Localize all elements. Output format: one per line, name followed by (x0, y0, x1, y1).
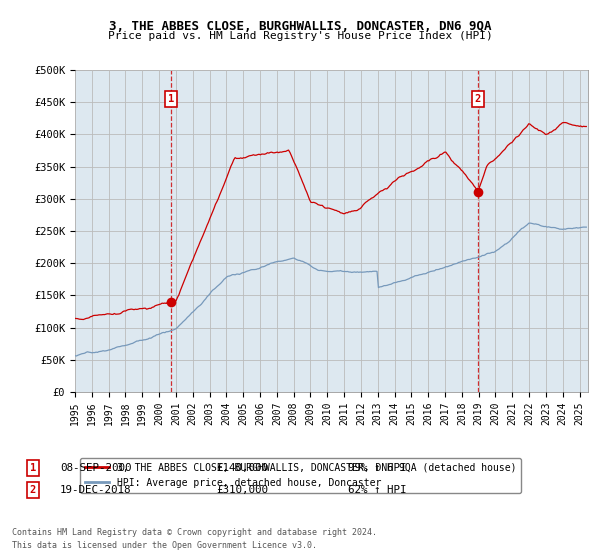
Text: 08-SEP-2000: 08-SEP-2000 (60, 463, 131, 473)
Text: 2: 2 (30, 485, 36, 495)
Text: 99% ↑ HPI: 99% ↑ HPI (348, 463, 407, 473)
Text: This data is licensed under the Open Government Licence v3.0.: This data is licensed under the Open Gov… (12, 541, 317, 550)
Text: 3, THE ABBES CLOSE, BURGHWALLIS, DONCASTER, DN6 9QA: 3, THE ABBES CLOSE, BURGHWALLIS, DONCAST… (109, 20, 491, 32)
Text: Contains HM Land Registry data © Crown copyright and database right 2024.: Contains HM Land Registry data © Crown c… (12, 528, 377, 537)
Text: 1: 1 (167, 94, 174, 104)
Text: 1: 1 (30, 463, 36, 473)
Text: 19-DEC-2018: 19-DEC-2018 (60, 485, 131, 495)
Text: Price paid vs. HM Land Registry's House Price Index (HPI): Price paid vs. HM Land Registry's House … (107, 31, 493, 41)
Text: 62% ↑ HPI: 62% ↑ HPI (348, 485, 407, 495)
Text: £140,000: £140,000 (216, 463, 268, 473)
Legend: 3, THE ABBES CLOSE, BURGHWALLIS, DONCASTER, DN6 9QA (detached house), HPI: Avera: 3, THE ABBES CLOSE, BURGHWALLIS, DONCAST… (80, 458, 521, 493)
Text: £310,000: £310,000 (216, 485, 268, 495)
Text: 2: 2 (475, 94, 481, 104)
